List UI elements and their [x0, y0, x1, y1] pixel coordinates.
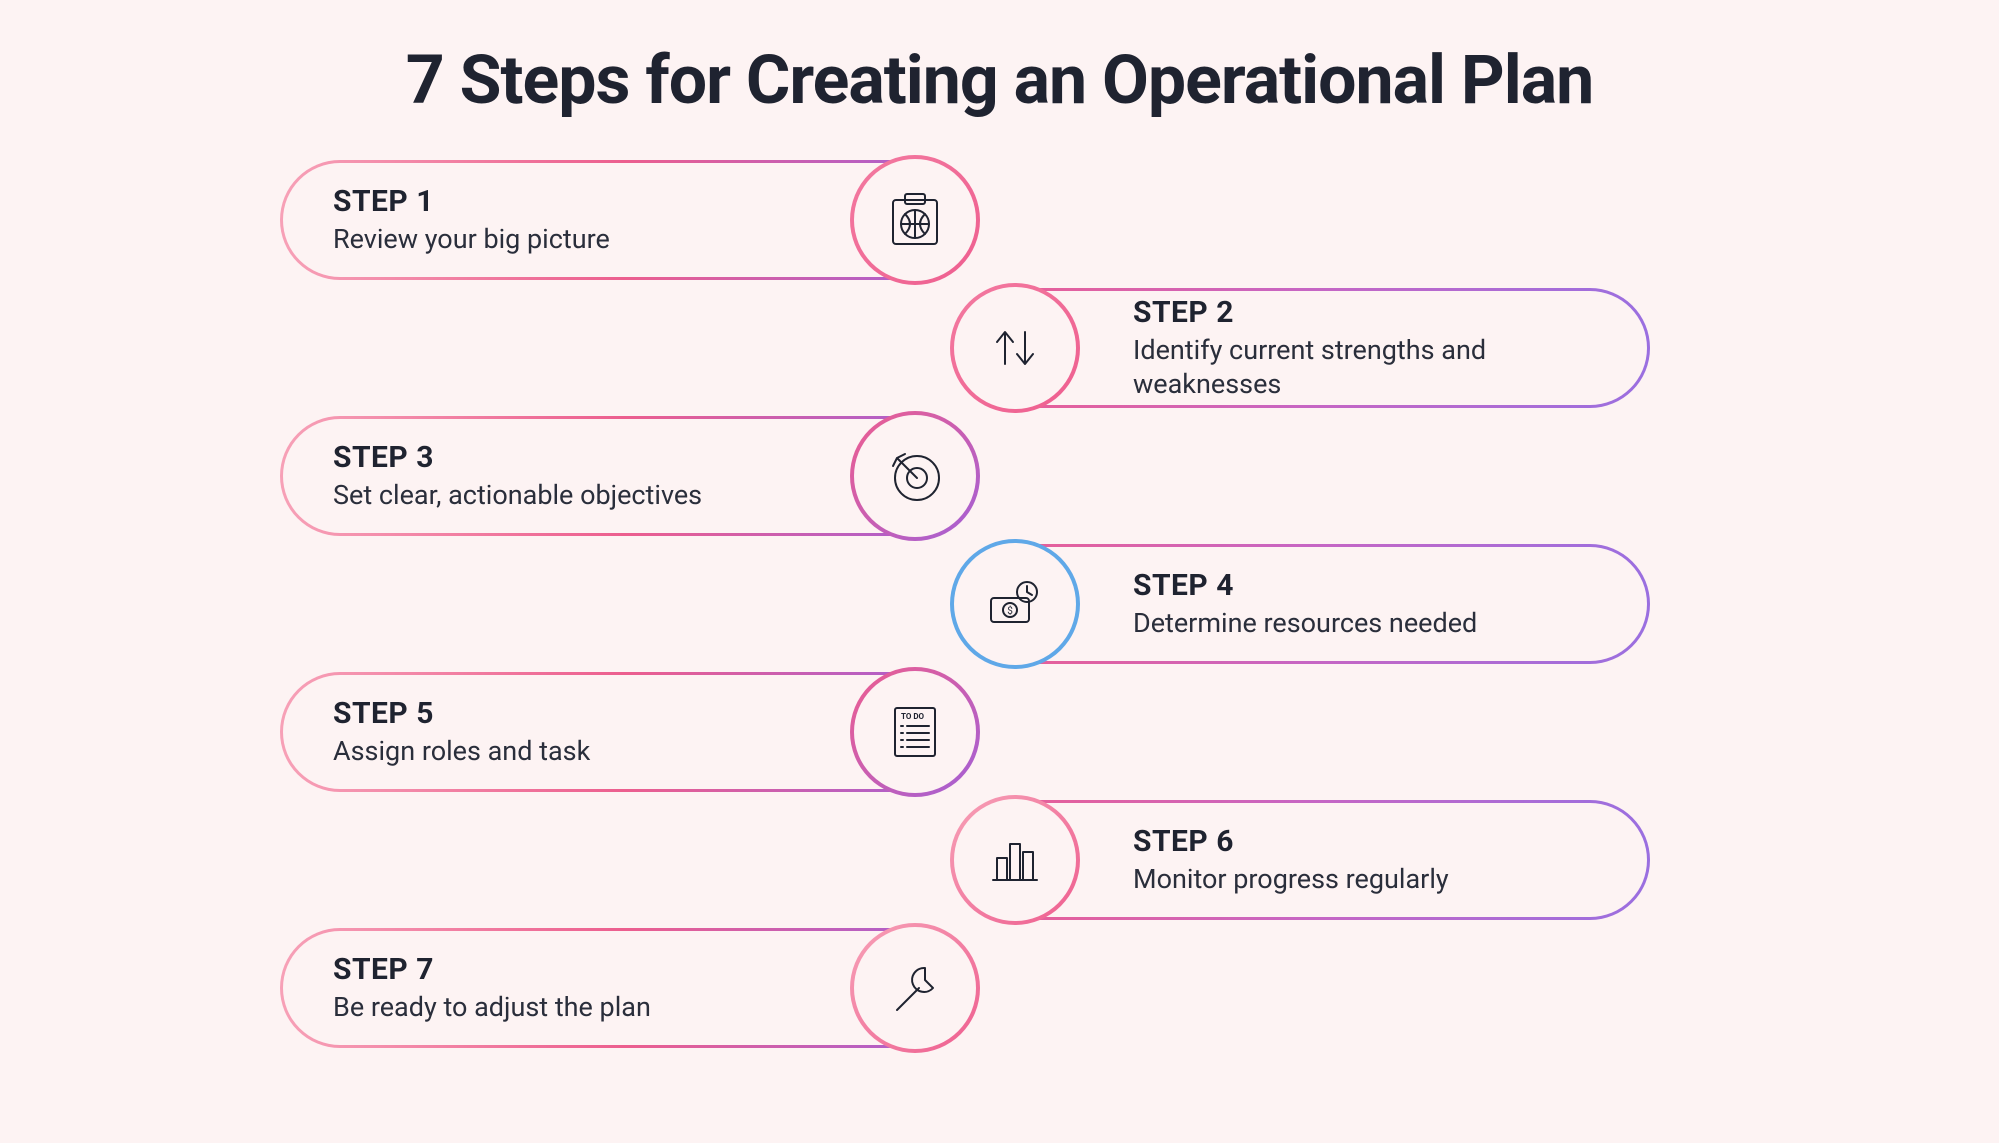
- step-label: STEP 2: [1133, 295, 1617, 330]
- step-3: STEP 3 Set clear, actionable objectives: [280, 416, 970, 536]
- step-icon-circle-inner: [954, 543, 1076, 665]
- step-icon-circle: [950, 795, 1080, 925]
- step-label: STEP 3: [333, 440, 827, 475]
- todo-list-icon: [883, 700, 947, 764]
- step-icon-circle: [850, 667, 980, 797]
- step-1: STEP 1 Review your big picture: [280, 160, 970, 280]
- target-arrow-icon: [883, 444, 947, 508]
- step-icon-circle-inner: [954, 799, 1076, 921]
- money-time-icon: [983, 572, 1047, 636]
- step-icon-circle-inner: [854, 671, 976, 793]
- globe-clipboard-icon: [883, 188, 947, 252]
- step-icon-circle-inner: [854, 927, 976, 1049]
- step-5: STEP 5 Assign roles and task: [280, 672, 970, 792]
- step-description: Assign roles and task: [333, 735, 827, 769]
- step-description: Monitor progress regularly: [1133, 863, 1617, 897]
- step-icon-circle-inner: [854, 159, 976, 281]
- step-label: STEP 4: [1133, 568, 1617, 603]
- step-label: STEP 1: [333, 184, 827, 219]
- step-description: Identify current strengths and weaknesse…: [1133, 334, 1617, 402]
- step-description: Determine resources needed: [1133, 607, 1617, 641]
- step-icon-circle: [850, 411, 980, 541]
- bar-chart-icon: [983, 828, 1047, 892]
- step-icon-circle: [850, 923, 980, 1053]
- page-title: 7 Steps for Creating an Operational Plan: [0, 40, 1999, 120]
- wrench-icon: [883, 956, 947, 1020]
- step-icon-circle-inner: [854, 415, 976, 537]
- step-label: STEP 7: [333, 952, 827, 987]
- step-icon-circle: [950, 283, 1080, 413]
- step-6: STEP 6 Monitor progress regularly: [960, 800, 1650, 920]
- arrows-up-down-icon: [983, 316, 1047, 380]
- step-7: STEP 7 Be ready to adjust the plan: [280, 928, 970, 1048]
- step-description: Set clear, actionable objectives: [333, 479, 827, 513]
- step-icon-circle-inner: [954, 287, 1076, 409]
- step-description: Review your big picture: [333, 223, 827, 257]
- step-2: STEP 2 Identify current strengths and wea…: [960, 288, 1650, 408]
- step-label: STEP 5: [333, 696, 827, 731]
- step-label: STEP 6: [1133, 824, 1617, 859]
- step-description: Be ready to adjust the plan: [333, 991, 827, 1025]
- step-icon-circle: [850, 155, 980, 285]
- step-icon-circle: [950, 539, 1080, 669]
- step-4: STEP 4 Determine resources needed: [960, 544, 1650, 664]
